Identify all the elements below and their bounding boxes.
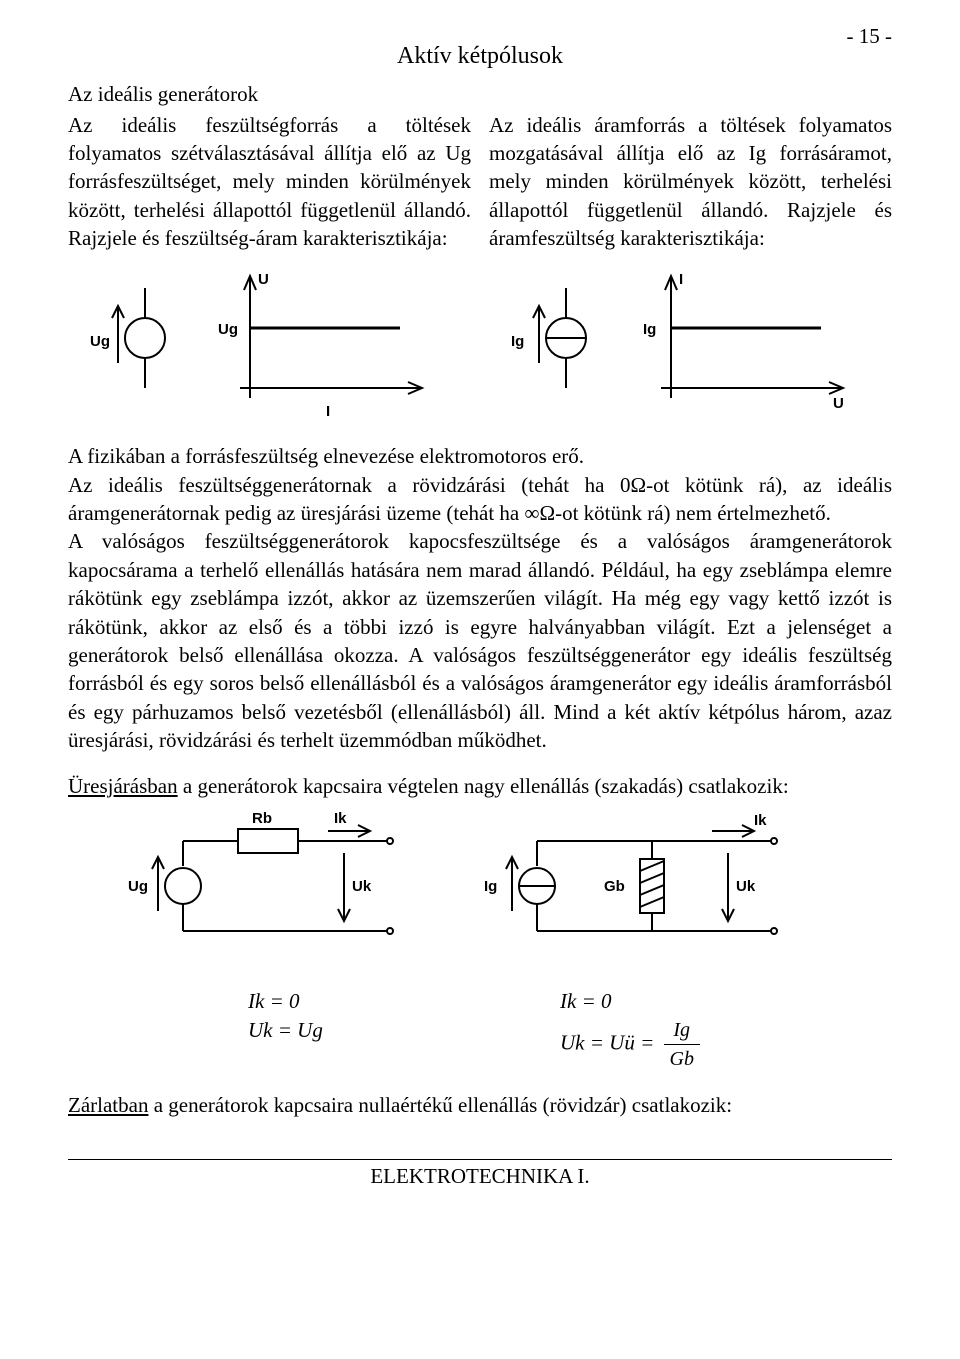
eq-left-1: Ik = 0: [248, 987, 500, 1016]
fig1-x-axis-label: I: [326, 403, 330, 420]
body-paragraph-2: Az ideális feszültséggenerátornak a rövi…: [68, 471, 892, 528]
fig1-src-label: Ug: [90, 333, 110, 350]
fig2-src-label: Ig: [511, 333, 524, 350]
fig3-uk: Uk: [352, 878, 372, 895]
fig1-y-axis-label: U: [258, 271, 269, 288]
fig3-ik: Ik: [334, 811, 347, 827]
fig2-x-axis-label: U: [833, 395, 844, 412]
fig2-curve-label: Ig: [643, 321, 656, 338]
eq-right-2-frac: Ig Gb: [664, 1016, 700, 1073]
body4-rest: a generátorok kapcsaira végtelen nagy el…: [178, 774, 789, 798]
fig4-ig: Ig: [484, 878, 497, 895]
eq-right-1: Ik = 0: [560, 987, 812, 1016]
right-column-text: Az ideális áramforrás a töltések folyama…: [489, 111, 892, 253]
eq-right-2-num: Ig: [664, 1016, 700, 1045]
page-number: - 15 -: [847, 22, 893, 50]
body4-underline: Üresjárásban: [68, 774, 178, 798]
fig2-y-axis-label: I: [679, 271, 683, 288]
figure-current-source: Ig Ig I U: [511, 248, 871, 428]
eq-left-2: Uk = Ug: [248, 1016, 500, 1045]
equations-right: Ik = 0 Uk = Uü = Ig Gb: [500, 987, 812, 1073]
fig3-rb: Rb: [252, 811, 272, 827]
page-title: Aktív kétpólusok: [68, 40, 892, 72]
fig4-ik: Ik: [754, 812, 767, 829]
figure-voltage-source: Ug Ug U I: [90, 248, 450, 428]
eq-right-2-den: Gb: [664, 1045, 700, 1073]
body-paragraph-1: A fizikában a forrásfeszültség elnevezés…: [68, 442, 892, 470]
figure-real-voltage-gen: Ug Rb Ik Uk: [128, 811, 458, 961]
section-heading: Az ideális generátorok: [68, 80, 892, 108]
fig4-uk: Uk: [736, 878, 756, 895]
figure-real-current-gen: Ig Gb Ik Uk: [482, 811, 832, 961]
body5-rest: a generátorok kapcsaira nullaértékű elle…: [148, 1093, 732, 1117]
body-paragraph-4: Üresjárásban a generátorok kapcsaira vég…: [68, 772, 892, 800]
footer: ELEKTROTECHNIKA I.: [68, 1159, 892, 1190]
fig4-gb: Gb: [604, 878, 625, 895]
fig3-ug: Ug: [128, 878, 148, 895]
body-paragraph-3: A valóságos feszültséggenerátorok kapocs…: [68, 527, 892, 754]
body5-underline: Zárlatban: [68, 1093, 148, 1117]
fig1-curve-label: Ug: [218, 321, 238, 338]
left-column-text: Az ideális feszültségforrás a töltések f…: [68, 111, 471, 253]
eq-right-2-lhs: Uk = Uü =: [560, 1030, 660, 1054]
eq-right-2: Uk = Uü = Ig Gb: [560, 1016, 812, 1073]
body-paragraph-5: Zárlatban a generátorok kapcsaira nullaé…: [68, 1091, 892, 1119]
equations-left: Ik = 0 Uk = Ug: [148, 987, 500, 1073]
